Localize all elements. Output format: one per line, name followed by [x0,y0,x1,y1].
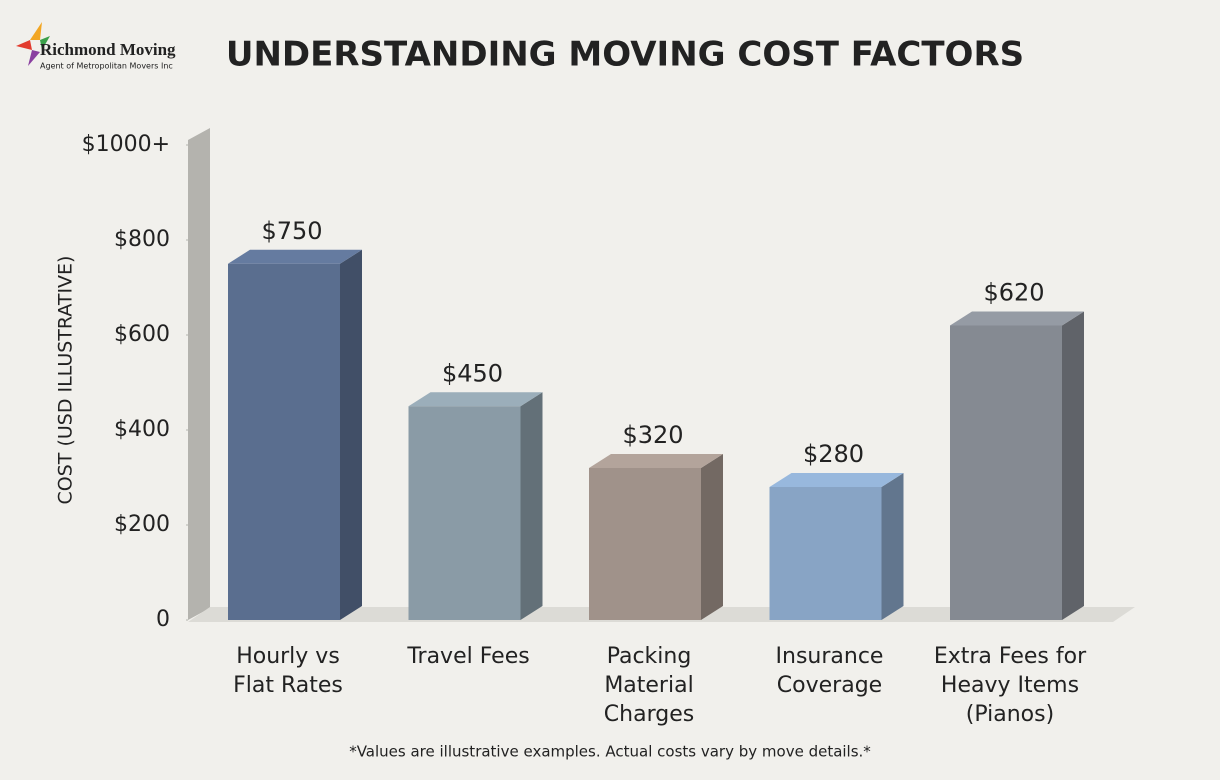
y-tick-label: $1000+ [82,132,170,157]
bar [769,487,882,620]
y-tick-label: $800 [114,227,170,252]
bar-top [589,454,723,468]
bar-side [340,249,362,620]
bar [228,263,340,620]
value-label: $280 [803,440,864,468]
chart-title: UNDERSTANDING MOVING COST FACTORS [226,35,1024,75]
y-tick-label: $400 [114,417,170,442]
value-label: $320 [622,421,683,449]
y-axis-label: COST (USD ILLUSTRATIVE) [55,256,77,505]
x-tick-label: Packing Material Charges [603,644,695,727]
x-tick-label: Extra Fees for Heavy Items (Pianos) [933,644,1087,727]
y-tick-label: 0 [156,607,170,632]
bar-side [520,392,543,620]
bar-top [950,311,1084,326]
bar [408,406,521,620]
value-label: $750 [261,217,322,245]
logo-tagline: Agent of Metropolitan Movers Inc [40,62,173,71]
bar-side [1062,311,1084,620]
y-tick-label: $600 [114,322,170,347]
bar-top [769,473,904,487]
footnote: *Values are illustrative examples. Actua… [349,743,871,761]
y-tick-label: $200 [114,512,170,537]
value-label: $450 [442,359,503,387]
value-label: $620 [983,279,1044,307]
bar [589,468,701,620]
x-tick-label: Hourly vs Flat Rates [233,644,343,698]
logo-name: Richmond Moving [40,40,176,59]
x-tick-label: Travel Fees [407,644,530,669]
bar-top [408,392,543,407]
bar-top [228,249,362,264]
bar-side [701,454,723,620]
bar [950,325,1062,620]
back-wall [188,128,210,620]
x-tick-label: Insurance Coverage [775,644,884,698]
logo-mark [16,22,50,66]
bar-side [881,473,904,620]
